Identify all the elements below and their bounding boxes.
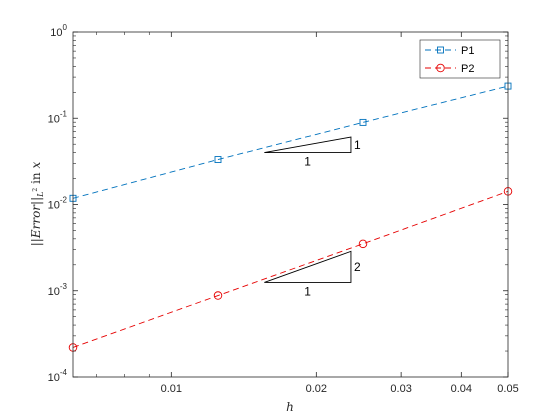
triangle-run-label: 1 (304, 155, 311, 169)
legend-item-P1: P1 (425, 45, 474, 57)
legend-label: P2 (461, 63, 474, 75)
series-line-P1 (72, 85, 509, 199)
x-tick-label: 0.03 (390, 383, 411, 395)
triangle-rise-label: 1 (354, 138, 361, 152)
legend-marker-circle (436, 63, 445, 73)
y-tick-label: 10-1 (48, 109, 68, 125)
triangle-shape (264, 136, 352, 154)
x-tick-label: 0.01 (161, 383, 182, 395)
slope-triangle-2: 12 (264, 250, 361, 298)
legend-item-P2: P2 (425, 63, 474, 75)
data-point-P1 (359, 118, 367, 126)
triangle-run-label: 1 (304, 284, 311, 298)
y-tick-label: 100 (50, 23, 67, 39)
legend: P1 P2 (419, 39, 501, 79)
y-axis-label: ||Error||L2 in x (29, 162, 45, 247)
triangle-shape (264, 250, 352, 283)
slope-triangle-1: 11 (264, 136, 361, 169)
legend-box (419, 39, 501, 79)
y-tick-label: 10-4 (48, 368, 68, 384)
tick-layer: 10-4 10-3 10-2 10-1 100 0.01 0.02 0.03 0.04 0.05 (48, 23, 519, 395)
legend-label: P1 (461, 45, 474, 57)
y-tick-label: 10-3 (48, 282, 68, 298)
legend-marker-square (437, 46, 444, 54)
x-axis-label: h (286, 400, 294, 414)
y-tick-label: 10-2 (48, 196, 68, 212)
x-tick-label: 0.02 (306, 383, 327, 395)
x-tick-label: 0.05 (497, 383, 518, 395)
series-line-P2 (72, 190, 509, 348)
data-point-P2 (213, 291, 223, 300)
data-point-P1 (214, 156, 222, 164)
data-point-P2 (358, 239, 368, 249)
x-tick-label: 0.04 (451, 383, 472, 395)
plot-area (73, 32, 508, 377)
triangle-rise-label: 2 (354, 260, 361, 274)
